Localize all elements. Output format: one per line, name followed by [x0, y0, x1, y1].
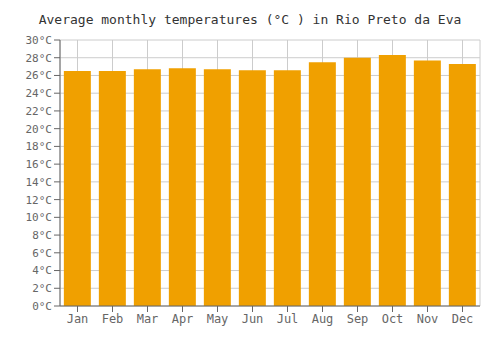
svg-text:18°C: 18°C	[26, 140, 53, 153]
svg-text:20°C: 20°C	[26, 123, 53, 136]
svg-text:6°C: 6°C	[32, 247, 52, 260]
svg-text:12°C: 12°C	[26, 194, 53, 207]
svg-text:0°C: 0°C	[32, 300, 52, 313]
svg-text:Dec: Dec	[452, 312, 474, 326]
svg-text:Jun: Jun	[242, 312, 264, 326]
html-text:Average monthly temperatures (: Average monthly temperatures (°C ) in Ri…	[38, 12, 462, 27]
svg-text:22°C: 22°C	[26, 105, 53, 118]
svg-text:30°C: 30°C	[26, 34, 53, 47]
svg-text:Jul: Jul	[277, 312, 299, 326]
svg-text:Jan: Jan	[67, 312, 89, 326]
svg-text:Apr: Apr	[172, 312, 194, 326]
svg-text:Nov: Nov	[417, 312, 439, 326]
svg-text:14°C: 14°C	[26, 176, 53, 189]
svg-text:8°C: 8°C	[32, 229, 52, 242]
svg-text:Sep: Sep	[347, 312, 369, 326]
svg-text:Aug: Aug	[312, 312, 334, 326]
svg-text:16°C: 16°C	[26, 158, 53, 171]
svg-text:28°C: 28°C	[26, 52, 53, 65]
svg-text:24°C: 24°C	[26, 87, 53, 100]
svg-text:2°C: 2°C	[32, 282, 52, 295]
svg-text:4°C: 4°C	[32, 264, 52, 277]
svg-text:May: May	[207, 312, 229, 326]
svg-text:Feb: Feb	[102, 312, 124, 326]
svg-text:26°C: 26°C	[26, 69, 53, 82]
svg-text:10°C: 10°C	[26, 211, 53, 224]
svg-text:Mar: Mar	[137, 312, 159, 326]
svg-text:Oct: Oct	[382, 312, 404, 326]
